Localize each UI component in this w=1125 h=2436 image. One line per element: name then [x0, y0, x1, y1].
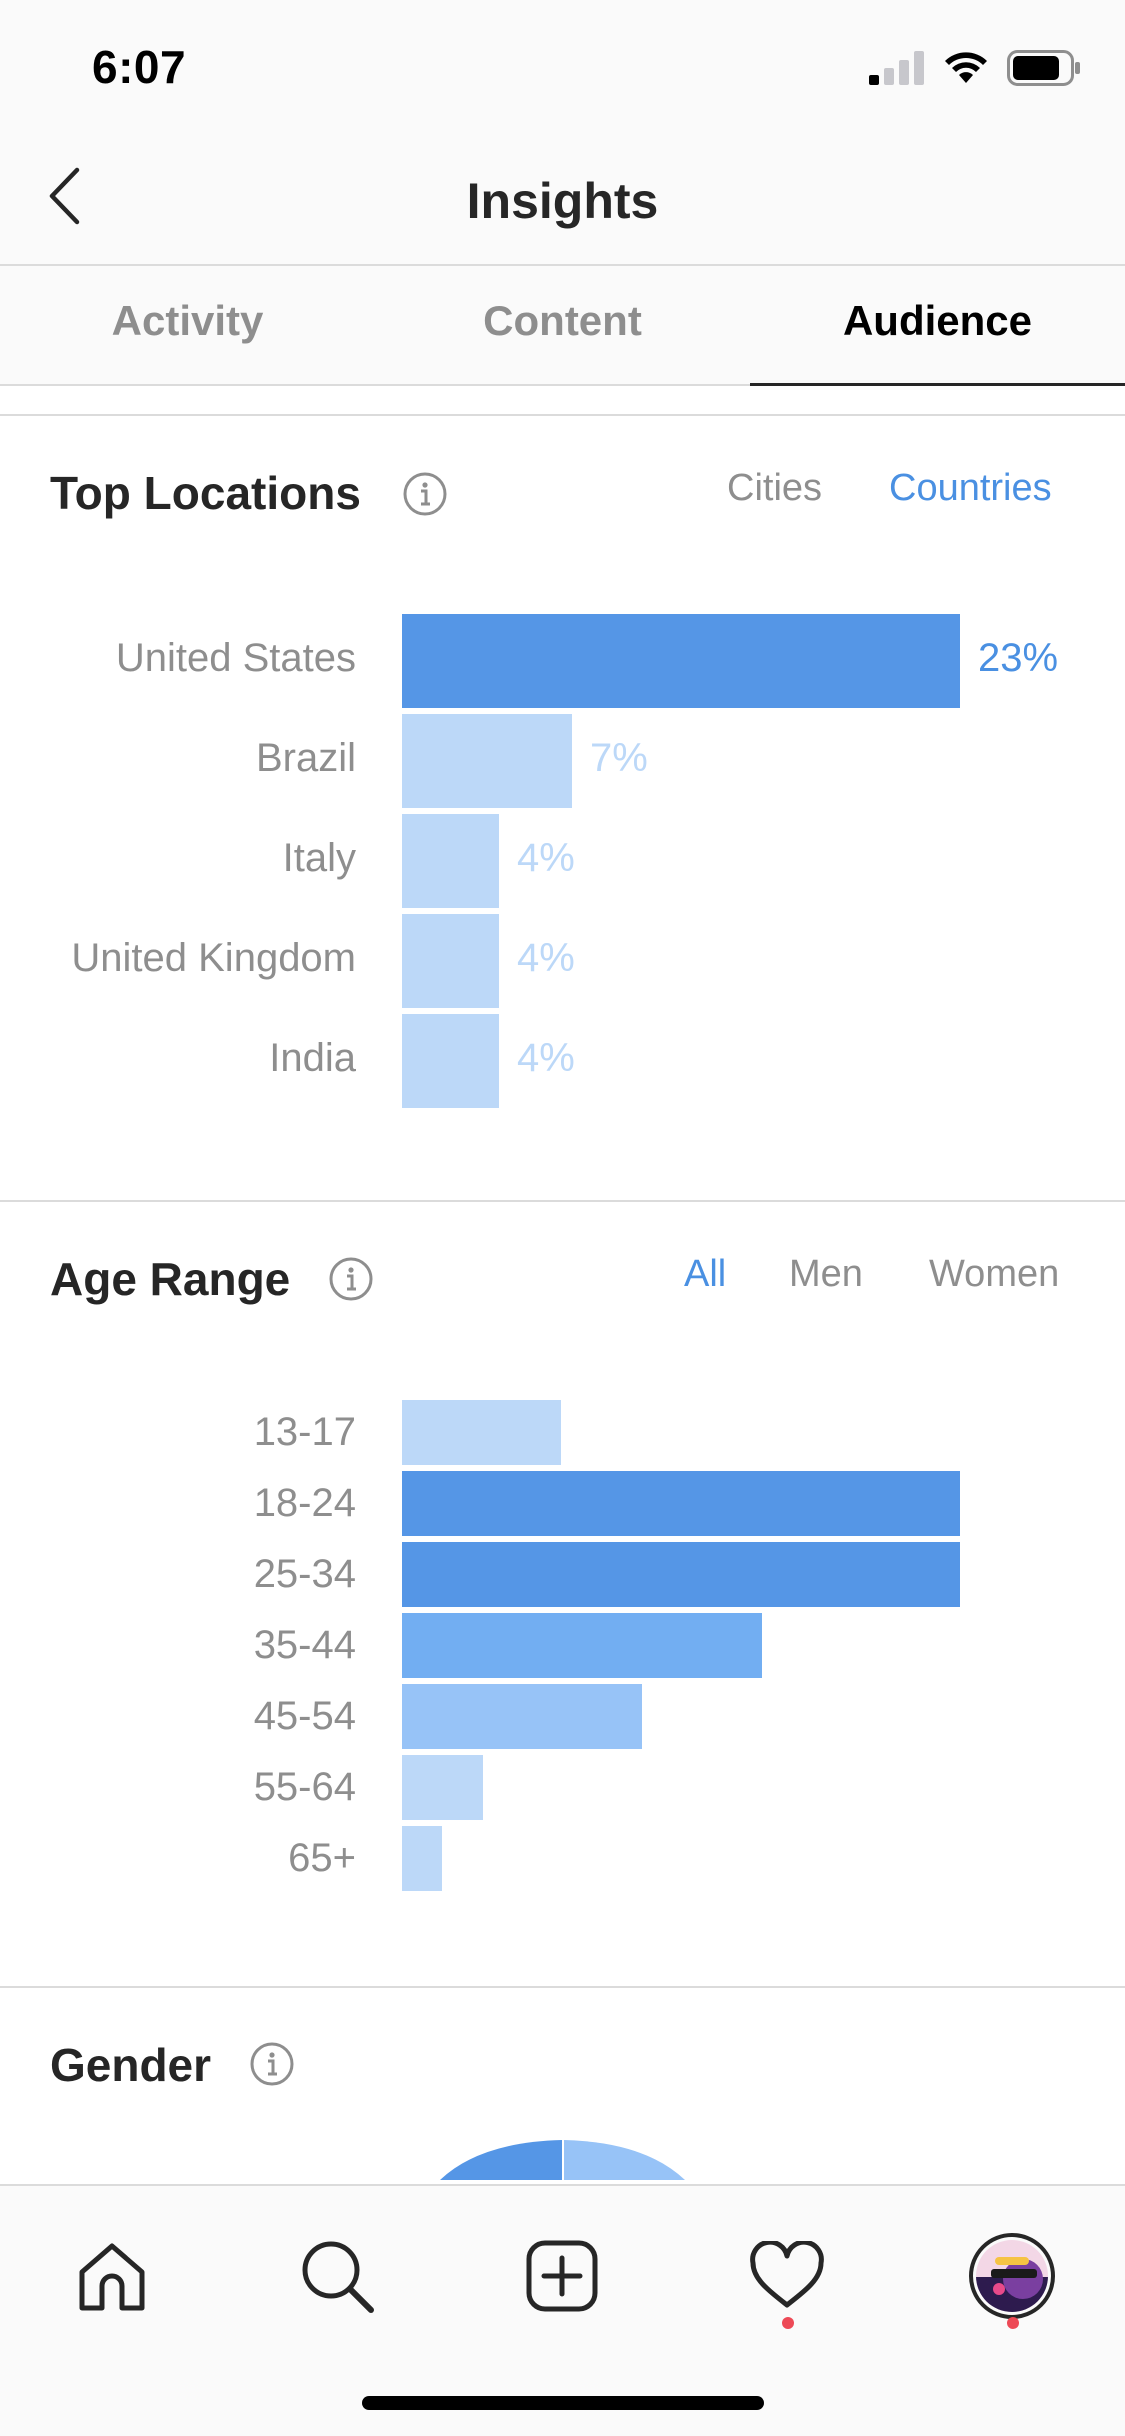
location-percent: 4% — [517, 1036, 575, 1080]
battery-icon — [1007, 50, 1080, 86]
location-label: Brazil — [255, 736, 356, 780]
section-divider — [0, 1200, 1125, 1202]
status-time: 6:07 — [92, 41, 187, 93]
home-indicator — [362, 2396, 764, 2410]
new-post-tab[interactable] — [512, 2226, 612, 2326]
location-percent: 4% — [517, 836, 575, 880]
cities-toggle[interactable]: Cities — [727, 467, 823, 509]
location-percent: 4% — [517, 936, 575, 980]
age-label: 55-64 — [253, 1765, 356, 1809]
insights-tabs: Activity Content Audience — [0, 266, 1125, 386]
tab-audience[interactable]: Audience — [750, 266, 1125, 386]
gender-pie-slice-secondary — [564, 2140, 685, 2180]
activity-heart-icon — [750, 2241, 824, 2308]
top-locations-title: Top Locations — [50, 467, 361, 519]
back-button[interactable] — [34, 156, 94, 236]
location-label: United Kingdom — [71, 936, 356, 980]
chevron-left-icon — [49, 167, 80, 225]
age-range-info-icon[interactable] — [328, 1256, 374, 1302]
status-bar: 6:07 — [0, 0, 1125, 132]
activity-notification-dot — [782, 2317, 794, 2329]
location-bar — [402, 1014, 499, 1108]
age-all-toggle[interactable]: All — [684, 1253, 727, 1295]
age-bar — [402, 1755, 483, 1820]
profile-avatar — [969, 2233, 1055, 2319]
gender-pie-chart — [0, 2140, 1125, 2180]
location-bar — [402, 614, 960, 708]
top-locations-info-icon[interactable] — [402, 471, 448, 517]
gender-title: Gender — [50, 2039, 212, 2091]
age-bar — [402, 1400, 561, 1465]
age-label: 45-54 — [253, 1694, 356, 1738]
section-divider — [0, 414, 1125, 416]
bottom-tab-bar — [0, 2184, 1125, 2436]
status-icons — [869, 48, 1081, 88]
age-bar — [402, 1613, 762, 1678]
wifi-icon — [945, 52, 987, 83]
age-label: 65+ — [288, 1836, 356, 1880]
age-bar — [402, 1471, 960, 1536]
age-bar — [402, 1542, 960, 1607]
countries-toggle[interactable]: Countries — [889, 467, 1052, 509]
location-label: United States — [115, 636, 356, 680]
search-tab[interactable] — [287, 2226, 387, 2326]
profile-tab[interactable] — [962, 2226, 1062, 2326]
location-percent: 7% — [590, 736, 648, 780]
page-title: Insights — [466, 173, 659, 229]
age-label: 25-34 — [253, 1552, 356, 1596]
nav-header: Insights — [0, 132, 1125, 266]
tab-content[interactable]: Content — [483, 297, 642, 344]
age-range-title: Age Range — [50, 1253, 291, 1305]
age-bar — [402, 1684, 642, 1749]
location-label: Italy — [282, 836, 356, 880]
gender-pie-slice-primary — [440, 2140, 562, 2180]
activity-tab[interactable] — [737, 2226, 837, 2326]
age-label: 18-24 — [253, 1481, 356, 1525]
section-divider — [0, 1986, 1125, 1988]
age-label: 35-44 — [253, 1623, 356, 1667]
age-label: 13-17 — [253, 1410, 356, 1454]
age-women-toggle[interactable]: Women — [929, 1253, 1060, 1295]
cellular-signal-icon — [869, 51, 924, 85]
age-men-toggle[interactable]: Men — [789, 1253, 863, 1295]
gender-info-icon[interactable] — [249, 2041, 295, 2087]
home-tab[interactable] — [62, 2226, 162, 2326]
search-icon — [302, 2241, 374, 2313]
location-bar — [402, 714, 572, 808]
tab-activity[interactable]: Activity — [111, 297, 264, 344]
location-bar — [402, 814, 499, 908]
location-label: India — [269, 1036, 356, 1080]
location-bar — [402, 914, 499, 1008]
location-percent: 23% — [978, 636, 1059, 680]
age-bar — [402, 1826, 442, 1891]
profile-notification-dot — [1007, 2317, 1019, 2329]
new-post-icon — [526, 2240, 598, 2312]
home-icon — [79, 2243, 145, 2311]
